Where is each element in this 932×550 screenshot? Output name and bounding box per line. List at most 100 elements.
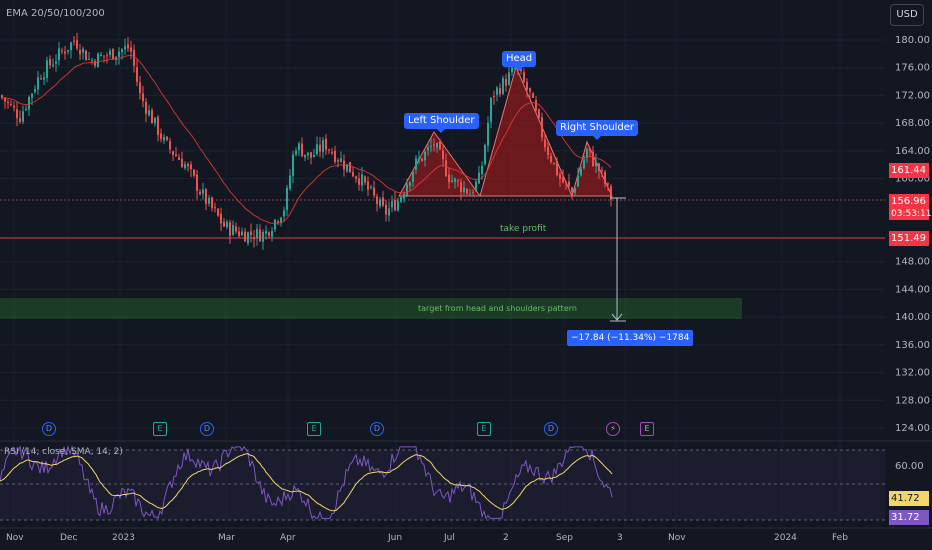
dividend-icon[interactable]: D bbox=[200, 422, 214, 436]
bar-countdown: 03:53:11 bbox=[891, 209, 932, 219]
dividend-icon[interactable]: D bbox=[544, 422, 558, 436]
current-price: 156.96 bbox=[891, 196, 926, 207]
candle-body bbox=[151, 110, 153, 124]
candle-body bbox=[349, 162, 351, 173]
earnings-icon[interactable]: E bbox=[477, 422, 491, 436]
split-icon[interactable]: ⚡ bbox=[606, 422, 620, 436]
right-shoulder-label[interactable]: Right Shoulder bbox=[556, 120, 639, 140]
time-label: Apr bbox=[280, 533, 296, 543]
earnings-icon[interactable]: E bbox=[307, 422, 321, 436]
candle-body bbox=[10, 104, 12, 106]
candle-body bbox=[16, 109, 18, 119]
candle-body bbox=[67, 50, 69, 52]
candle-body bbox=[577, 175, 579, 187]
time-label: Nov bbox=[6, 533, 24, 543]
candle-body bbox=[340, 158, 342, 162]
candle-body bbox=[139, 82, 141, 94]
candle-body bbox=[115, 56, 117, 61]
candle-body bbox=[109, 50, 111, 56]
candle-body bbox=[19, 118, 21, 122]
candle-body bbox=[289, 175, 291, 189]
candle-body bbox=[595, 161, 597, 167]
time-label: 3 bbox=[617, 533, 623, 543]
upcoming-earnings-icon[interactable]: E bbox=[640, 422, 654, 436]
candle-body bbox=[430, 146, 432, 148]
candle-body bbox=[352, 172, 354, 177]
candle-body bbox=[544, 139, 546, 148]
candle-body bbox=[466, 189, 468, 194]
dividend-icon[interactable]: D bbox=[370, 422, 384, 436]
candle-body bbox=[589, 148, 591, 151]
candle-body bbox=[142, 93, 144, 102]
candle-body bbox=[199, 191, 201, 195]
candle-body bbox=[247, 232, 249, 244]
candle-body bbox=[112, 48, 114, 60]
price-tick-label: 132.00 bbox=[895, 368, 930, 379]
price-axis[interactable]: 180.00 176.00 172.00 168.00 164.00 160.00 148.… bbox=[895, 35, 930, 434]
candle-body bbox=[121, 49, 123, 52]
currency-button[interactable]: USD bbox=[890, 4, 924, 26]
candlesticks bbox=[1, 32, 612, 250]
candle-body bbox=[295, 150, 297, 155]
candle-body bbox=[496, 87, 498, 95]
candle-body bbox=[217, 208, 219, 216]
candle-body bbox=[553, 162, 555, 164]
earnings-icon[interactable]: E bbox=[153, 422, 167, 436]
candle-body bbox=[571, 187, 573, 193]
candle-body bbox=[472, 192, 474, 194]
candle-body bbox=[1, 95, 3, 98]
candle-body bbox=[490, 97, 492, 123]
candle-body bbox=[43, 77, 45, 80]
candle-body bbox=[535, 99, 537, 111]
candle-body bbox=[160, 133, 162, 140]
dividend-icon[interactable]: D bbox=[42, 422, 56, 436]
candle-body bbox=[271, 231, 273, 237]
candle-body bbox=[499, 88, 501, 95]
candle-body bbox=[502, 78, 504, 94]
candle-body bbox=[580, 168, 582, 176]
time-label: Feb bbox=[832, 533, 848, 543]
candle-body bbox=[559, 174, 561, 179]
indicator-legend[interactable]: EMA 20/50/100/200 bbox=[6, 8, 105, 19]
candle-body bbox=[526, 82, 528, 90]
candle-body bbox=[592, 151, 594, 166]
candle-body bbox=[403, 193, 405, 199]
candle-body bbox=[550, 155, 552, 162]
candle-body bbox=[13, 105, 15, 108]
price-tag-current: 156.96 03:53:11 bbox=[889, 194, 932, 220]
candle-body bbox=[157, 116, 159, 136]
candle-body bbox=[391, 201, 393, 208]
candle-body bbox=[55, 61, 57, 64]
candle-body bbox=[79, 49, 81, 55]
candle-body bbox=[124, 46, 126, 50]
ema-line bbox=[1, 54, 612, 224]
price-tick-label: 148.00 bbox=[895, 257, 930, 268]
candle-body bbox=[610, 186, 612, 200]
candle-body bbox=[226, 221, 228, 228]
candle-body bbox=[451, 180, 453, 183]
head-label[interactable]: Head bbox=[502, 51, 537, 71]
candle-body bbox=[145, 101, 147, 114]
candle-body bbox=[385, 204, 387, 215]
left-shoulder-label[interactable]: Left Shoulder bbox=[404, 113, 479, 133]
candle-body bbox=[334, 151, 336, 162]
target-zone[interactable] bbox=[0, 298, 742, 319]
candle-body bbox=[316, 144, 318, 154]
time-label: Sep bbox=[556, 533, 573, 543]
candle-body bbox=[196, 174, 198, 192]
price-tick-label: 140.00 bbox=[895, 312, 930, 323]
candle-body bbox=[106, 55, 108, 57]
candle-body bbox=[277, 221, 279, 223]
price-tag-upper: 161.44 bbox=[889, 163, 929, 178]
candle-body bbox=[538, 109, 540, 118]
candle-body bbox=[28, 96, 30, 110]
rsi-legend[interactable]: RSI (14, close, SMA, 14, 2) bbox=[4, 447, 123, 457]
candle-body bbox=[586, 148, 588, 158]
candle-body bbox=[64, 51, 66, 54]
candle-body bbox=[433, 144, 435, 146]
price-tag-lower: 151.49 bbox=[889, 231, 929, 246]
candle-body bbox=[166, 136, 168, 140]
price-tick-label: 176.00 bbox=[895, 63, 930, 74]
candle-body bbox=[364, 176, 366, 183]
